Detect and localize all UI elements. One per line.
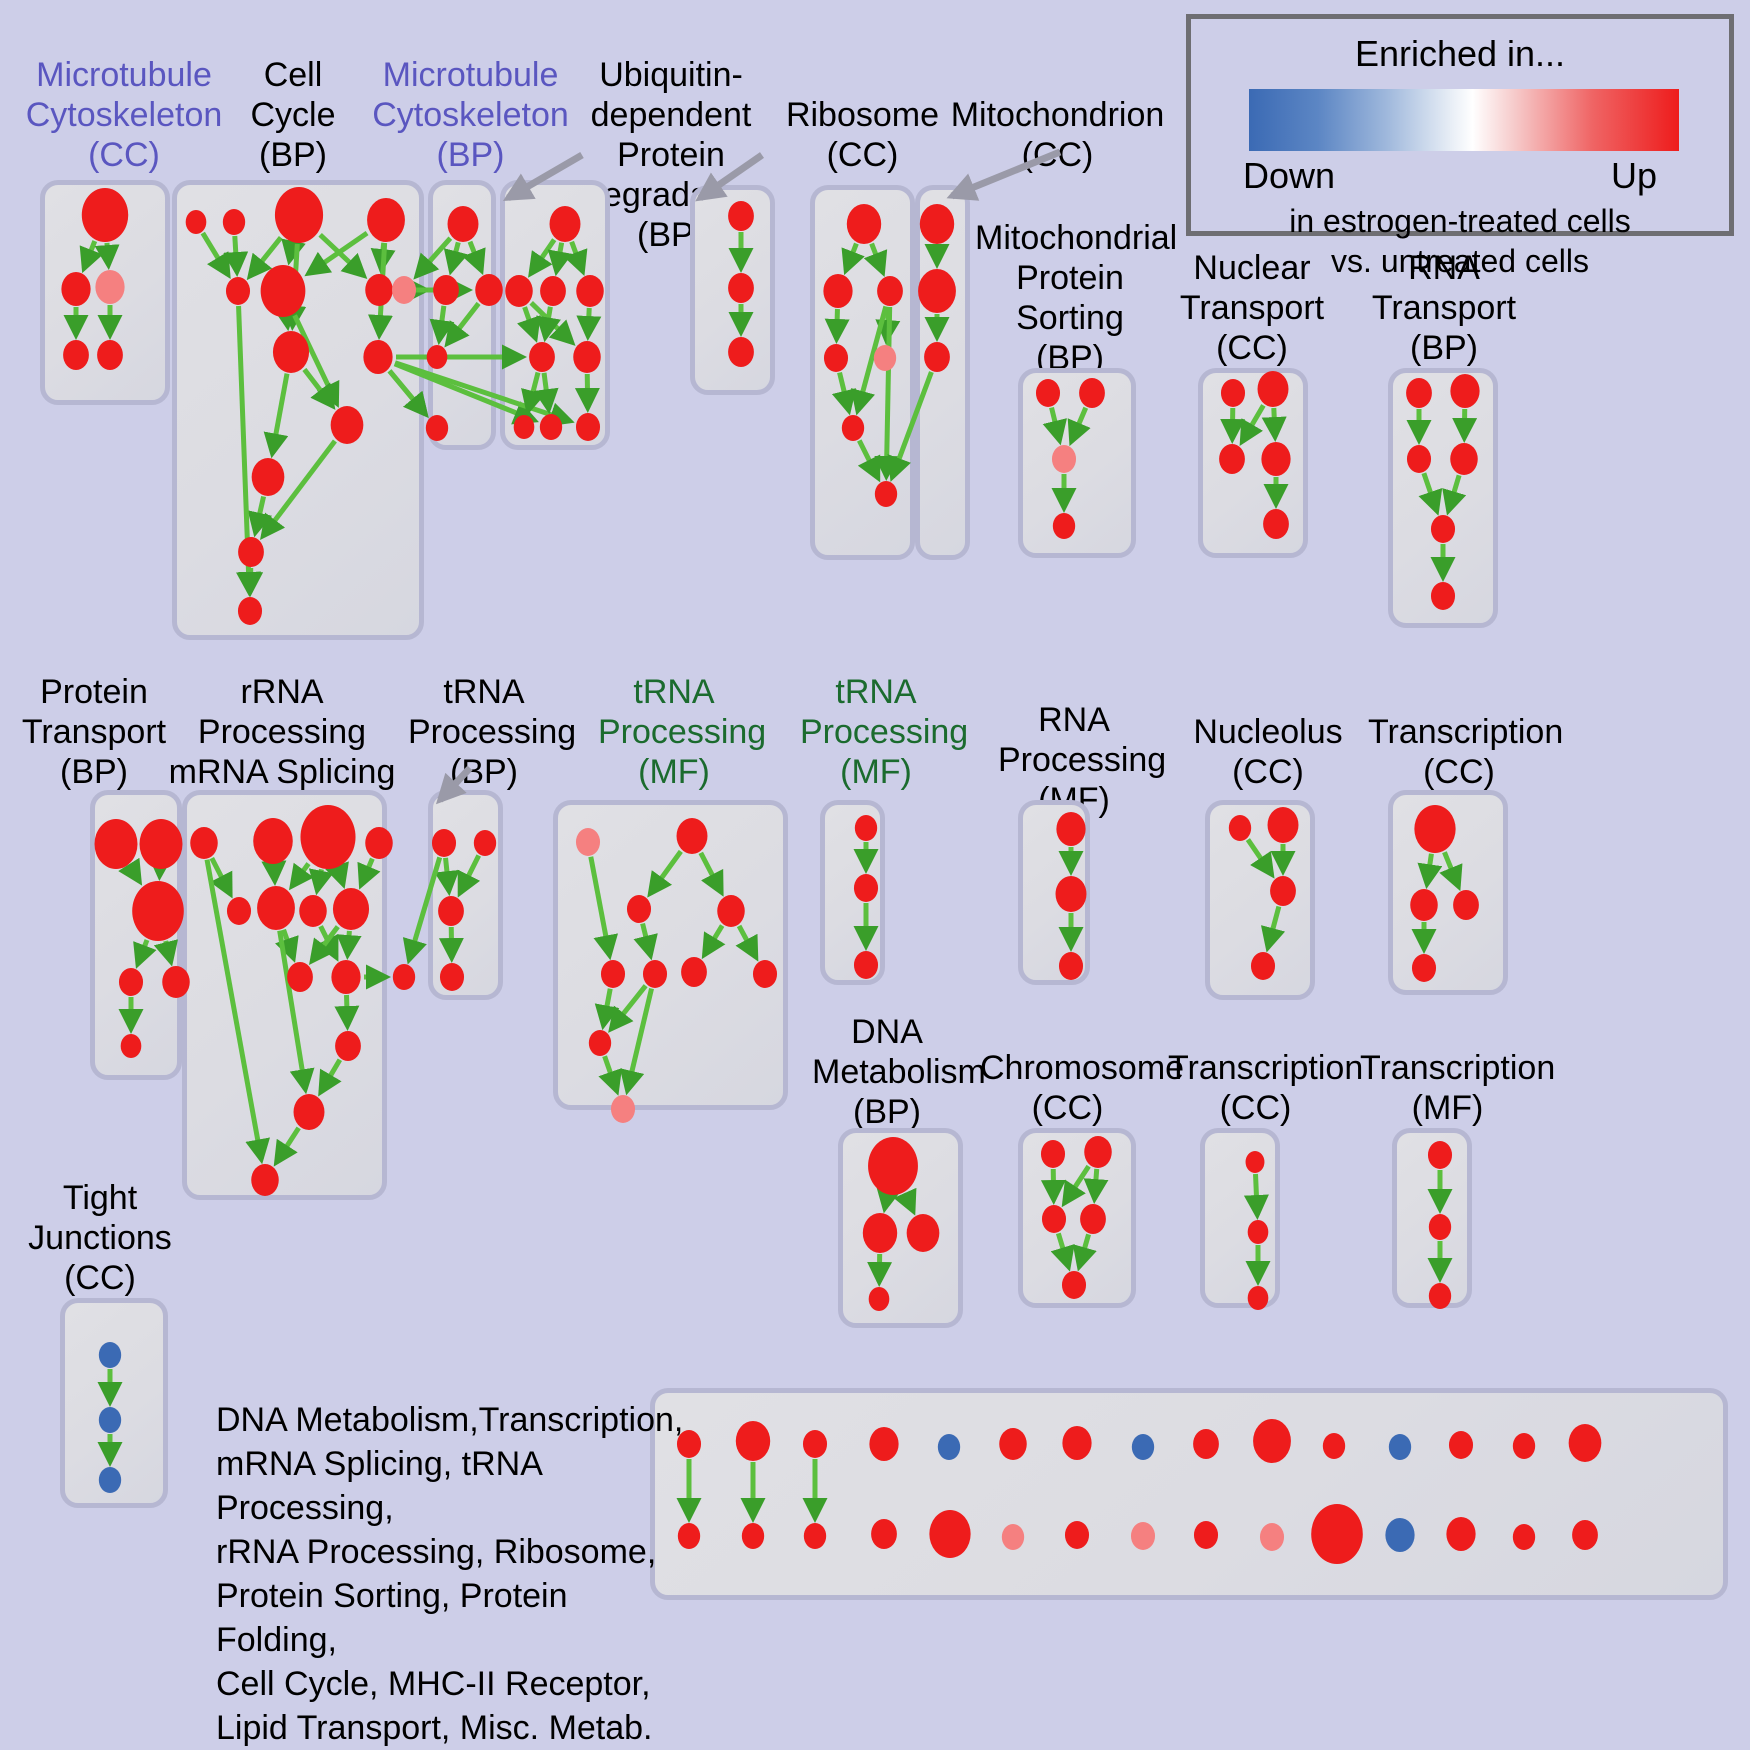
cluster-label-transcription-cc-low: Transcription (CC) bbox=[1168, 1048, 1343, 1128]
cluster-panel-rrna-mrna-splicing-bp bbox=[182, 790, 387, 1200]
cluster-label-mitochondrial-protein-sorting-bp: Mitochondrial Protein Sorting (BP) bbox=[975, 218, 1165, 378]
graph-node bbox=[393, 964, 415, 990]
cluster-panel-microtubule-cytoskeleton-bp bbox=[428, 180, 496, 450]
cluster-label-microtubule-cytoskeleton-bp: Microtubule Cytoskeleton (BP) bbox=[368, 55, 573, 175]
cluster-panel-ubiquitin-panel-right bbox=[690, 185, 775, 395]
legend-up-label: Up bbox=[1611, 155, 1657, 197]
legend-box: Enriched in... Down Up in estrogen-treat… bbox=[1186, 14, 1734, 236]
legend-down-label: Down bbox=[1243, 155, 1335, 197]
cluster-panel-dna-metabolism-bp bbox=[838, 1128, 963, 1328]
cluster-panel-misc-singletons bbox=[650, 1388, 1728, 1600]
cluster-label-ribosome-cc: Ribosome (CC) bbox=[780, 95, 945, 175]
cluster-panel-cell-cycle-bp bbox=[172, 180, 424, 640]
cluster-label-protein-transport-bp: Protein Transport (BP) bbox=[18, 672, 170, 792]
legend-subtitle: in estrogen-treated cells vs. untreated … bbox=[1191, 201, 1729, 281]
cluster-panel-chromosome-cc bbox=[1018, 1128, 1136, 1308]
cluster-label-microtubule-cytoskeleton-cc: Microtubule Cytoskeleton (CC) bbox=[14, 55, 234, 175]
cluster-label-transcription-mf: Transcription (MF) bbox=[1360, 1048, 1535, 1128]
cluster-panel-ubiquitin-degradation-bp bbox=[500, 180, 610, 450]
cluster-label-cell-cycle-bp: Cell Cycle (BP) bbox=[228, 55, 358, 175]
cluster-label-chromosome-cc: Chromosome (CC) bbox=[980, 1048, 1155, 1128]
cluster-panel-trna-processing-mf-1 bbox=[553, 800, 788, 1110]
cluster-panel-rna-processing-mf bbox=[1018, 800, 1090, 985]
cluster-panel-transcription-mf bbox=[1392, 1128, 1472, 1308]
cluster-panel-nucleolus-cc bbox=[1205, 800, 1315, 1000]
cluster-panel-microtubule-cytoskeleton-cc bbox=[40, 180, 170, 405]
cluster-panel-transcription-cc-low bbox=[1200, 1128, 1280, 1308]
cluster-label-dna-metabolism-bp: DNA Metabolism (BP) bbox=[812, 1012, 962, 1132]
cluster-panel-rna-transport-bp bbox=[1388, 368, 1498, 628]
legend-title: Enriched in... bbox=[1191, 33, 1729, 75]
cluster-label-nucleolus-cc: Nucleolus (CC) bbox=[1192, 712, 1344, 792]
cluster-panel-mitochondrial-protein-sorting-bp bbox=[1018, 368, 1136, 558]
cluster-panel-nuclear-transport-cc bbox=[1198, 368, 1308, 558]
cluster-panel-ribosome-cc bbox=[810, 185, 915, 560]
cluster-panel-trna-processing-bp bbox=[428, 790, 503, 1000]
cluster-label-trna-processing-mf-2: tRNA Processing (MF) bbox=[800, 672, 952, 792]
cluster-label-tight-junctions-cc: Tight Junctions (CC) bbox=[24, 1178, 176, 1298]
cluster-panel-trna-processing-mf-2 bbox=[820, 800, 885, 985]
cluster-label-trna-processing-mf-1: tRNA Processing (MF) bbox=[598, 672, 750, 792]
cluster-label-mitochondrion-cc: Mitochondrion (CC) bbox=[950, 95, 1165, 175]
cluster-panel-transcription-cc-top bbox=[1388, 790, 1508, 995]
legend-gradient-bar bbox=[1249, 89, 1679, 151]
cluster-panel-tight-junctions-cc bbox=[60, 1298, 168, 1508]
cluster-label-transcription-cc-top: Transcription (CC) bbox=[1368, 712, 1550, 792]
cluster-panel-protein-transport-bp bbox=[90, 790, 182, 1080]
misc-category-blurb: DNA Metabolism,Transcription, mRNA Splic… bbox=[216, 1398, 686, 1750]
cluster-panel-mitochondrion-cc bbox=[915, 185, 970, 560]
cluster-label-trna-processing-bp: tRNA Processing (BP) bbox=[408, 672, 560, 792]
